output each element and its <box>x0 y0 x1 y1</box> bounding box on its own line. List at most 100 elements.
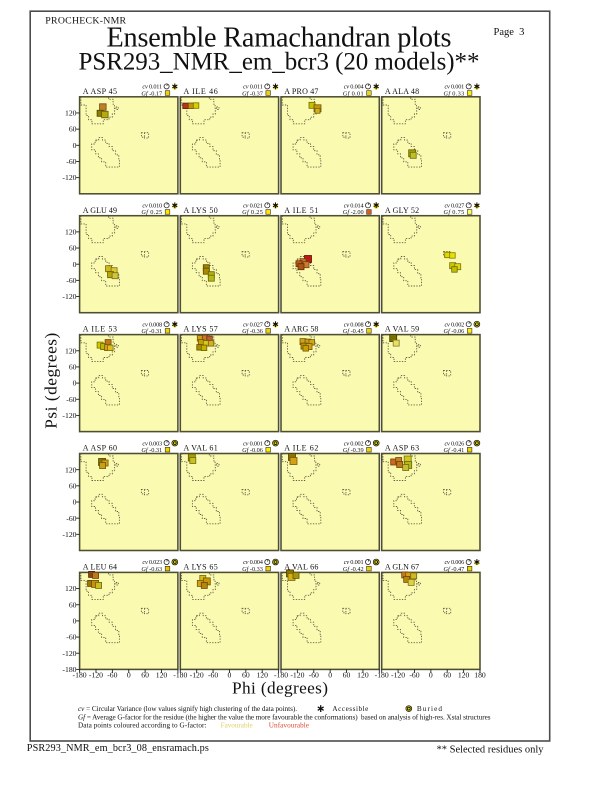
svg-text:A ASP 63: A ASP 63 <box>385 444 419 453</box>
svg-text:Gf -0.37: Gf -0.37 <box>242 90 263 97</box>
svg-text:60: 60 <box>69 481 77 490</box>
svg-text:-120: -120 <box>62 411 76 420</box>
svg-text:Buried: Buried <box>417 705 443 713</box>
svg-text:A LYS 50: A LYS 50 <box>184 206 218 215</box>
svg-text:60: 60 <box>69 125 77 134</box>
svg-text:-60: -60 <box>66 633 76 642</box>
svg-text:Gf -0.41: Gf -0.41 <box>444 447 465 454</box>
svg-text:cv 0.021: cv 0.021 <box>243 203 263 210</box>
svg-text:0: 0 <box>73 260 77 269</box>
svg-text:PSR293_NMR_em_bcr3 (20 models): PSR293_NMR_em_bcr3 (20 models)** <box>79 49 480 76</box>
svg-text:cv 0.010: cv 0.010 <box>142 203 162 210</box>
svg-text:Gf -0.06: Gf -0.06 <box>444 328 465 335</box>
svg-text:0: 0 <box>328 671 332 680</box>
svg-text:A GLY 52: A GLY 52 <box>385 206 419 215</box>
svg-text:60: 60 <box>242 671 250 680</box>
svg-text:cv 0.008: cv 0.008 <box>142 321 162 328</box>
svg-text:-60: -60 <box>309 671 319 680</box>
svg-text:Gf -0.39: Gf -0.39 <box>343 447 364 454</box>
svg-text:A VAL 59: A VAL 59 <box>385 325 419 334</box>
svg-text:** Selected residues only: ** Selected residues only <box>436 745 544 756</box>
svg-text:cv 0.026: cv 0.026 <box>445 440 465 447</box>
svg-text:-180: -180 <box>62 665 76 674</box>
svg-text:60: 60 <box>69 244 77 253</box>
svg-text:0: 0 <box>429 671 433 680</box>
svg-text:120: 120 <box>65 109 77 118</box>
svg-text:Gf 0.01: Gf 0.01 <box>343 90 364 97</box>
svg-text:cv 0.008: cv 0.008 <box>344 321 364 328</box>
svg-text:-60: -60 <box>66 157 76 166</box>
svg-text:Page 3: Page 3 <box>494 27 525 38</box>
svg-text:-60: -60 <box>208 671 218 680</box>
svg-text:A PRO 47: A PRO 47 <box>284 87 318 96</box>
svg-text:120: 120 <box>65 465 77 474</box>
svg-text:cv 0.027: cv 0.027 <box>445 203 465 210</box>
svg-text:A GLU 49: A GLU 49 <box>83 206 117 215</box>
svg-text:cv 0.001: cv 0.001 <box>243 440 263 447</box>
svg-text:cv 0.027: cv 0.027 <box>243 321 263 328</box>
svg-text:Favourable: Favourable <box>221 721 253 729</box>
svg-text:-60: -60 <box>66 514 76 523</box>
svg-text:Gf -0.47: Gf -0.47 <box>444 566 465 573</box>
svg-text:120: 120 <box>65 584 77 593</box>
svg-text:Gf -0.31: Gf -0.31 <box>141 447 162 454</box>
svg-text:cv 0.014: cv 0.014 <box>344 203 365 210</box>
svg-text:-120: -120 <box>391 671 405 680</box>
svg-text:0: 0 <box>73 498 77 507</box>
svg-text:Gf -0.33: Gf -0.33 <box>242 566 263 573</box>
svg-text:60: 60 <box>69 363 77 372</box>
svg-text:cv 0.023: cv 0.023 <box>142 559 162 566</box>
svg-text:Gf -0.36: Gf -0.36 <box>242 328 263 335</box>
svg-text:cv = Circular Variance (low va: cv = Circular Variance (low values signi… <box>78 705 297 713</box>
svg-text:-120: -120 <box>290 671 304 680</box>
svg-text:60: 60 <box>141 671 149 680</box>
svg-text:Gf -0.06: Gf -0.06 <box>242 447 263 454</box>
svg-text:120: 120 <box>357 671 369 680</box>
svg-text:PSR293_NMR_em_bcr3_08_ensramac: PSR293_NMR_em_bcr3_08_ensramach.ps <box>27 743 209 754</box>
svg-text:Gf -0.17: Gf -0.17 <box>141 90 162 97</box>
svg-text:A ASP 45: A ASP 45 <box>83 87 117 96</box>
svg-text:Gf -0.31: Gf -0.31 <box>141 328 162 335</box>
svg-text:-60: -60 <box>66 395 76 404</box>
svg-text:-120: -120 <box>190 671 204 680</box>
svg-text:Gf 0.75: Gf 0.75 <box>444 209 465 216</box>
svg-text:Gf = Average G-factor for the: Gf = Average G-factor for the residue (t… <box>78 713 491 721</box>
svg-text:180: 180 <box>474 671 486 680</box>
svg-text:A GLN 67: A GLN 67 <box>385 563 419 572</box>
svg-text:A VAL 61: A VAL 61 <box>184 444 218 453</box>
svg-text:cv 0.004: cv 0.004 <box>243 559 264 566</box>
svg-text:Phi (degrees): Phi (degrees) <box>232 679 328 698</box>
svg-text:A ASP 60: A ASP 60 <box>83 444 117 453</box>
svg-text:PROCHECK-NMR: PROCHECK-NMR <box>45 16 126 27</box>
svg-text:Gf -0.63: Gf -0.63 <box>141 566 162 573</box>
svg-text:Gf 0.33: Gf 0.33 <box>444 90 465 97</box>
svg-text:Gf -2.00: Gf -2.00 <box>343 209 364 216</box>
svg-text:-120: -120 <box>89 671 103 680</box>
svg-text:cv 0.001: cv 0.001 <box>344 559 364 566</box>
svg-text:120: 120 <box>458 671 470 680</box>
svg-text:A LYS 65: A LYS 65 <box>184 563 218 572</box>
svg-text:Accessible: Accessible <box>332 705 368 713</box>
svg-text:-180: -180 <box>173 671 187 680</box>
svg-text:60: 60 <box>343 671 351 680</box>
svg-text:Gf 0.25: Gf 0.25 <box>242 209 263 216</box>
svg-text:A ALA 48: A ALA 48 <box>385 87 419 96</box>
svg-text:A ILE 53: A ILE 53 <box>83 325 117 334</box>
svg-text:-60: -60 <box>66 276 76 285</box>
svg-text:cv 0.002: cv 0.002 <box>445 321 465 328</box>
svg-text:120: 120 <box>256 671 268 680</box>
svg-text:-180: -180 <box>274 671 288 680</box>
svg-text:A LEU 64: A LEU 64 <box>83 563 117 572</box>
svg-text:Gf 0.25: Gf 0.25 <box>141 209 162 216</box>
svg-text:Data points coloured according: Data points coloured according to G-fact… <box>78 721 207 729</box>
svg-text:Gf -0.42: Gf -0.42 <box>343 566 364 573</box>
svg-text:cv 0.006: cv 0.006 <box>445 559 465 566</box>
svg-text:60: 60 <box>443 671 451 680</box>
svg-text:cv 0.003: cv 0.003 <box>142 440 162 447</box>
svg-text:A VAL 66: A VAL 66 <box>284 563 318 572</box>
svg-text:A ILE 46: A ILE 46 <box>184 87 218 96</box>
svg-text:Ensemble Ramachandran plots: Ensemble Ramachandran plots <box>107 22 452 53</box>
svg-text:A ILE 62: A ILE 62 <box>284 444 318 453</box>
svg-text:-120: -120 <box>62 649 76 658</box>
svg-text:-60: -60 <box>107 671 117 680</box>
